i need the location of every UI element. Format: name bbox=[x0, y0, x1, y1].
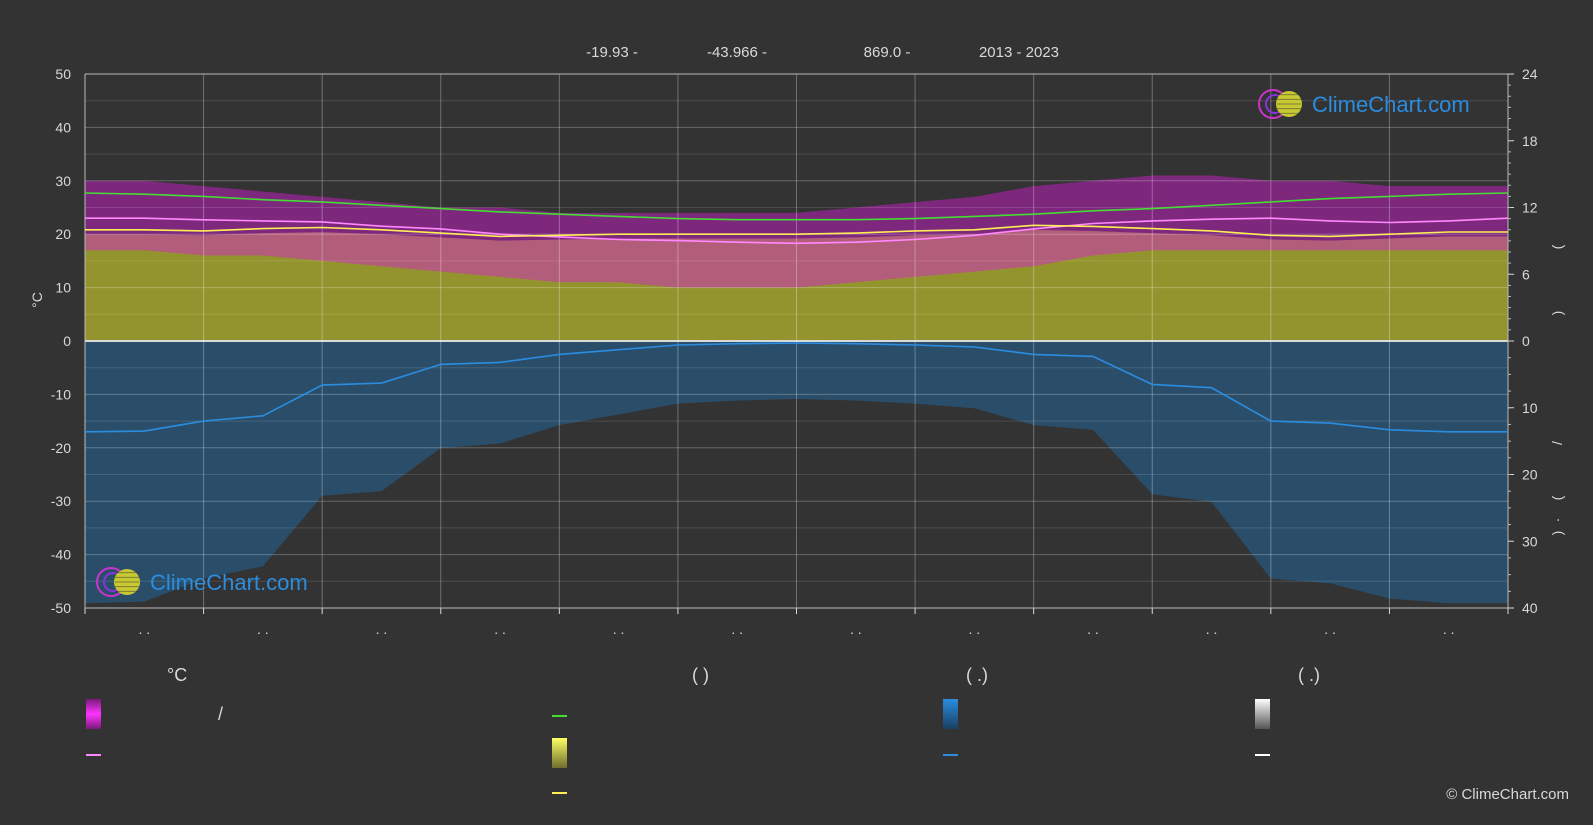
legend-col2-title: ( ) bbox=[692, 665, 709, 685]
left-axis-label: °C bbox=[29, 292, 45, 308]
month-label: . . bbox=[494, 621, 506, 637]
right-bottom-axis-glyph: / bbox=[1549, 441, 1565, 445]
right-bottom-axis-glyph: · bbox=[1549, 518, 1565, 523]
left-tick-label: -20 bbox=[51, 440, 71, 456]
right-bottom-axis-glyph: ( bbox=[1549, 495, 1565, 500]
right-top-tick-label: 0 bbox=[1522, 333, 1530, 349]
legend-col1-title: °C bbox=[167, 665, 188, 685]
right-bottom-tick-label: 40 bbox=[1522, 600, 1538, 616]
temperature-range-band bbox=[85, 175, 1508, 288]
month-label: . . bbox=[731, 621, 743, 637]
rain-swatch bbox=[943, 699, 958, 729]
right-bottom-tick-label: 10 bbox=[1522, 400, 1538, 416]
mean-temp-swatch bbox=[86, 754, 101, 756]
brand-logo-bottom: ClimeChart.com bbox=[96, 567, 308, 597]
month-label: . . bbox=[1324, 621, 1336, 637]
month-label: . . bbox=[613, 621, 625, 637]
rain-line bbox=[84, 342, 1508, 433]
month-label: . . bbox=[376, 621, 388, 637]
month-label: . . bbox=[850, 621, 862, 637]
daylight-line bbox=[84, 192, 1509, 221]
header-lat: -19.93 - bbox=[586, 44, 638, 61]
left-tick-label: 0 bbox=[63, 333, 71, 349]
left-tick-label: 40 bbox=[55, 119, 71, 135]
right-top-tick-label: 12 bbox=[1522, 200, 1538, 216]
right-bottom-axis-glyph: ) bbox=[1549, 531, 1565, 536]
month-label: . . bbox=[138, 621, 150, 637]
sunshine-line-swatch bbox=[552, 792, 567, 794]
snow-line-swatch bbox=[1255, 754, 1270, 756]
left-tick-label: 20 bbox=[55, 226, 71, 242]
right-bottom-tick-label: 30 bbox=[1522, 533, 1538, 549]
left-tick-label: -30 bbox=[51, 493, 71, 509]
month-label: . . bbox=[1443, 621, 1455, 637]
left-tick-label: -10 bbox=[51, 386, 71, 402]
legend-col3-title: ( .) bbox=[966, 665, 988, 685]
right-top-tick-label: 24 bbox=[1522, 66, 1538, 82]
left-tick-label: 30 bbox=[55, 173, 71, 189]
sunshine-swatch bbox=[552, 738, 567, 768]
rain-band bbox=[85, 341, 1508, 604]
snow-swatch bbox=[1255, 699, 1270, 729]
month-label: . . bbox=[969, 621, 981, 637]
left-tick-label: -40 bbox=[51, 547, 71, 563]
left-tick-label: 10 bbox=[55, 280, 71, 296]
right-top-axis-glyph: ) bbox=[1549, 311, 1565, 316]
legend-col1-slash: / bbox=[218, 704, 224, 724]
temp-range-swatch bbox=[86, 699, 101, 729]
right-top-tick-label: 6 bbox=[1522, 266, 1530, 282]
month-label: . . bbox=[1087, 621, 1099, 637]
mean_temp-line bbox=[85, 217, 1509, 245]
header-years: 2013 - 2023 bbox=[979, 44, 1059, 61]
header-elevation: 869.0 - bbox=[864, 44, 911, 61]
rain-line-swatch bbox=[943, 754, 958, 756]
month-label: . . bbox=[257, 621, 269, 637]
right-top-tick-label: 18 bbox=[1522, 133, 1538, 149]
month-label: . . bbox=[1206, 621, 1218, 637]
right-top-axis-glyph: ( bbox=[1549, 244, 1565, 249]
sunshine-line bbox=[85, 224, 1508, 238]
brand-name: ClimeChart.com bbox=[1312, 92, 1470, 117]
legend-col4-title: ( .) bbox=[1298, 665, 1320, 685]
sunshine-band bbox=[85, 229, 1508, 341]
brand-name: ClimeChart.com bbox=[150, 570, 308, 595]
daylight-swatch bbox=[552, 715, 567, 717]
header-lon: -43.966 - bbox=[707, 44, 767, 61]
left-tick-label: 50 bbox=[55, 66, 71, 82]
right-bottom-tick-label: 20 bbox=[1522, 467, 1538, 483]
left-tick-label: -50 bbox=[51, 600, 71, 616]
copyright: © ClimeChart.com bbox=[1446, 786, 1569, 803]
brand-logo-top: ClimeChart.com bbox=[1258, 89, 1470, 119]
